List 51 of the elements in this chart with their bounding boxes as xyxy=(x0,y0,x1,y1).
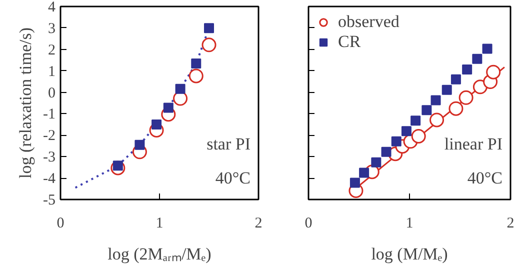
y-tick-label: 1 xyxy=(48,64,56,80)
point xyxy=(163,102,174,113)
y-tick-label: -3 xyxy=(43,150,56,166)
point xyxy=(410,116,421,126)
annotation: 40°C xyxy=(467,168,503,188)
point xyxy=(442,84,452,95)
point xyxy=(371,157,382,168)
point xyxy=(175,84,186,94)
point xyxy=(204,23,214,34)
legend-label: observed xyxy=(338,12,400,32)
y-axis-title: log (relaxation time/s) xyxy=(16,27,36,179)
point xyxy=(411,129,426,144)
y-tick-label: -5 xyxy=(43,192,56,208)
x-axis-title: log (2Mₐᵣₘ/Mₑ) xyxy=(108,244,212,264)
point xyxy=(188,68,204,84)
point xyxy=(448,101,464,116)
point xyxy=(422,105,432,116)
x-tick-label: 2 xyxy=(506,216,514,232)
y-tick-label: 0 xyxy=(48,85,56,102)
legend-label: CR xyxy=(338,32,361,52)
point xyxy=(486,64,501,80)
point xyxy=(430,95,441,106)
y-tick-label: 3 xyxy=(48,20,56,37)
y-tick-label: -1 xyxy=(43,106,56,123)
point xyxy=(391,136,402,146)
y-tick-label: -2 xyxy=(43,128,56,144)
point xyxy=(350,178,360,188)
x-axis-title: log (M/Mₑ) xyxy=(371,244,448,264)
y-tick-label: -4 xyxy=(43,171,56,188)
point xyxy=(359,168,370,178)
point xyxy=(152,119,162,130)
annotation: linear PI xyxy=(444,134,503,154)
point xyxy=(472,54,482,64)
point xyxy=(458,90,474,105)
point xyxy=(381,146,392,157)
point xyxy=(462,64,472,75)
annotation: star PI xyxy=(206,134,251,154)
x-tick-label: 0 xyxy=(304,216,312,232)
point xyxy=(134,140,145,150)
point xyxy=(482,44,492,54)
x-tick-label: 1 xyxy=(406,216,414,232)
point xyxy=(450,74,461,84)
x-tick-label: 2 xyxy=(254,216,262,232)
y-tick-label: 4 xyxy=(48,0,56,16)
point xyxy=(430,112,444,128)
x-tick-label: 1 xyxy=(156,216,164,232)
point xyxy=(202,38,216,52)
point xyxy=(401,126,412,136)
annotation: 40°C xyxy=(215,168,251,188)
y-tick-label: 2 xyxy=(48,42,56,58)
point xyxy=(191,58,202,69)
